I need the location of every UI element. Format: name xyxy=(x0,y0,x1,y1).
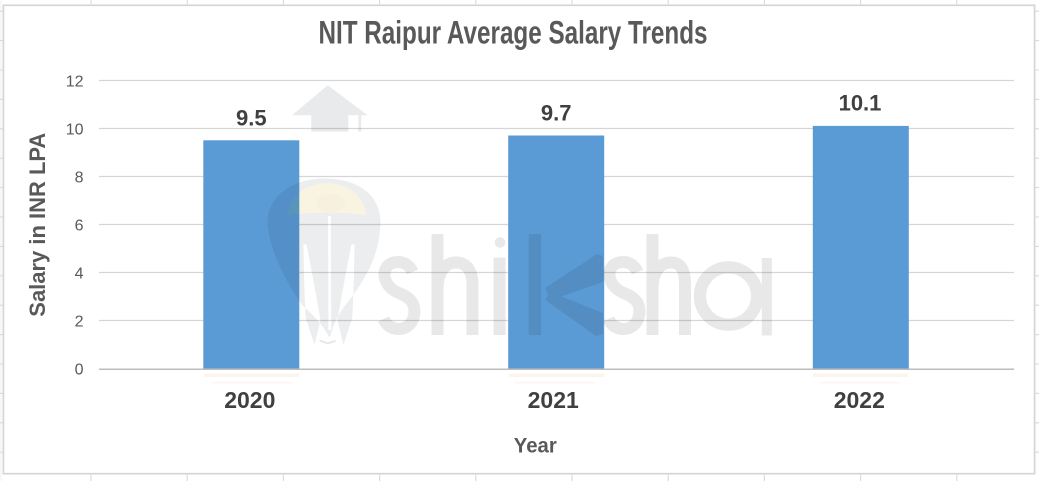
svg-text:9.5: 9.5 xyxy=(236,105,267,130)
svg-text:6: 6 xyxy=(75,217,84,234)
svg-text:10.1: 10.1 xyxy=(839,91,882,116)
svg-text:NIT Raipur Average Salary Tren: NIT Raipur Average Salary Trends xyxy=(319,15,708,51)
svg-text:4: 4 xyxy=(75,265,84,282)
svg-text:8: 8 xyxy=(75,169,84,186)
svg-text:Year: Year xyxy=(514,434,557,457)
svg-text:10: 10 xyxy=(66,121,84,138)
svg-text:0: 0 xyxy=(75,361,84,378)
svg-text:2020: 2020 xyxy=(224,387,275,413)
svg-text:2021: 2021 xyxy=(528,387,579,413)
svg-text:12: 12 xyxy=(66,73,84,90)
svg-text:Salary in INR LPA: Salary in INR LPA xyxy=(25,133,50,317)
svg-text:9.7: 9.7 xyxy=(541,101,572,126)
svg-text:2: 2 xyxy=(75,313,84,330)
svg-text:2022: 2022 xyxy=(834,387,885,413)
